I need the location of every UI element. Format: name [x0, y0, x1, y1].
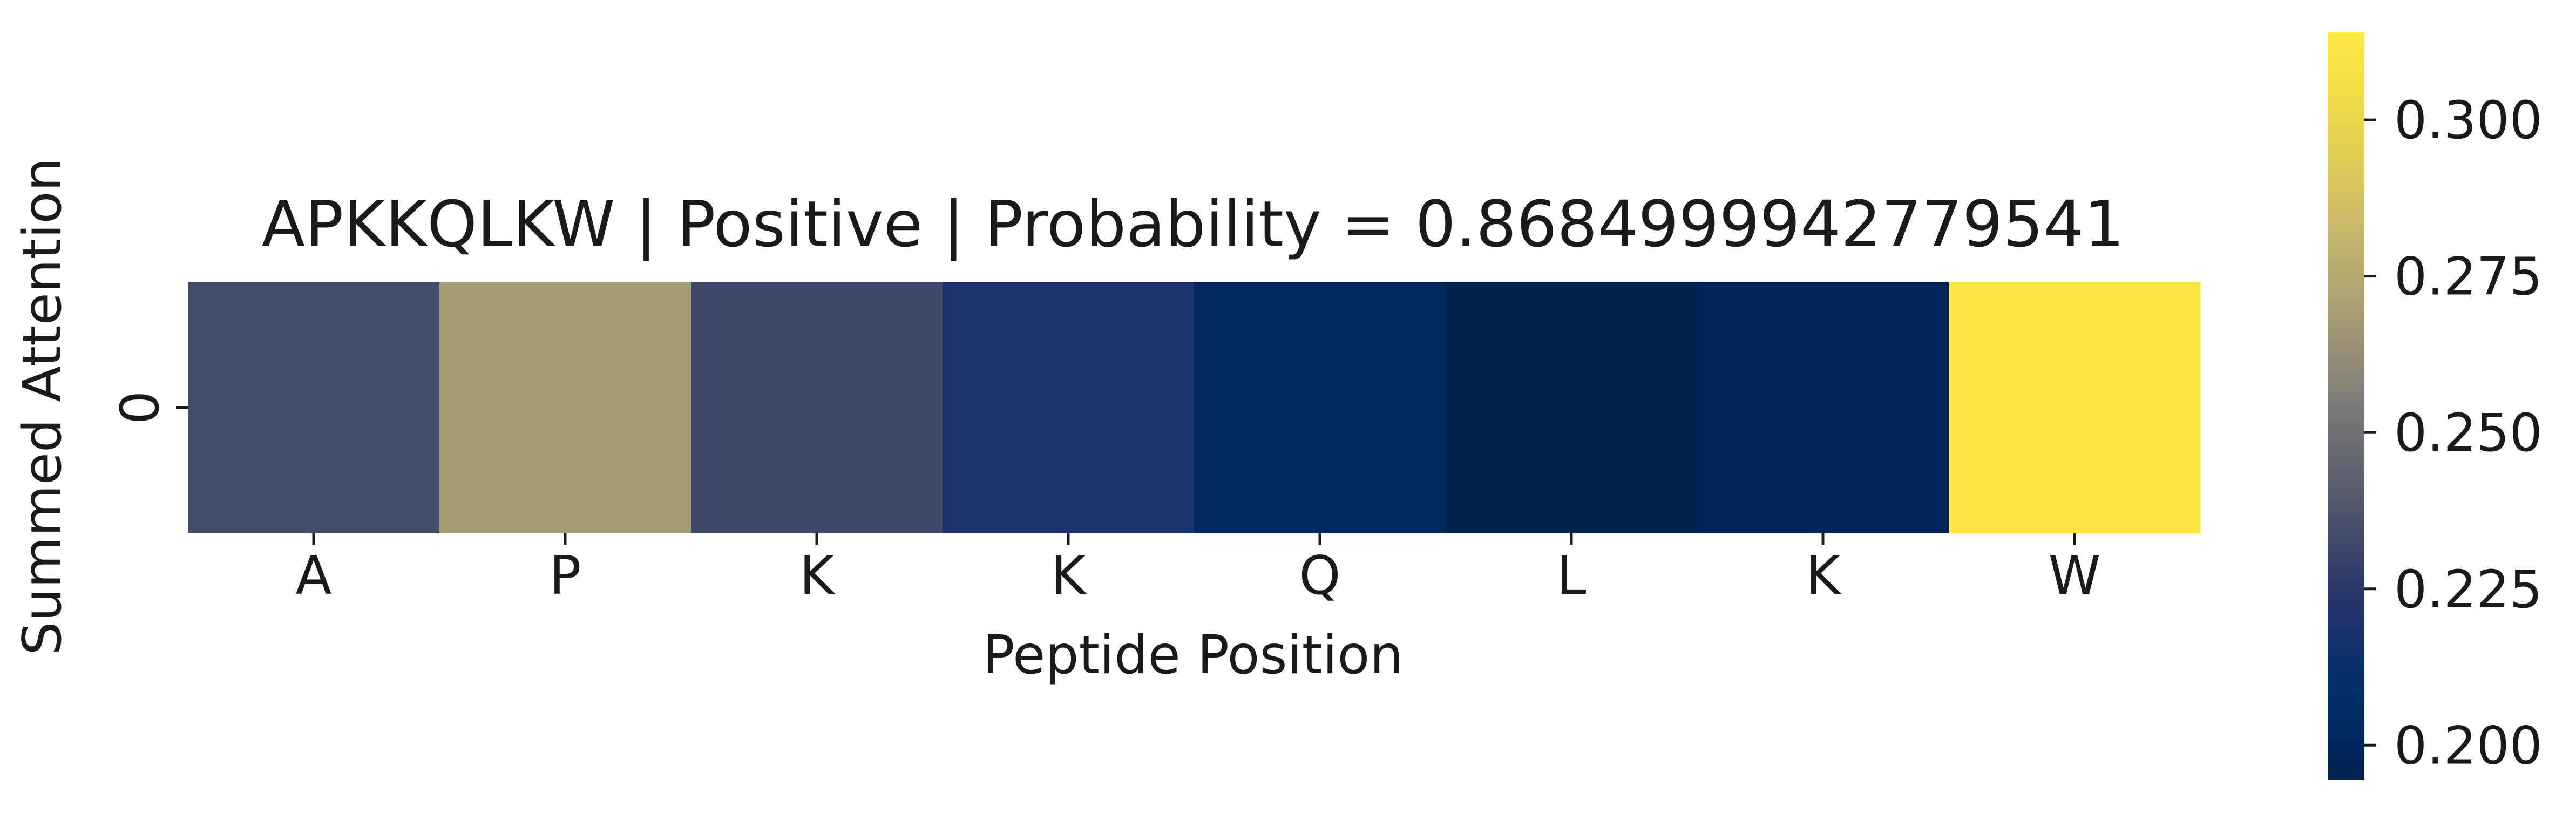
colorbar-tick-label: 0.275 [2394, 247, 2543, 307]
colorbar: 0.200 0.225 0.250 0.275 0.300 [2328, 32, 2543, 780]
x-tick-label: K [1806, 545, 1842, 607]
y-axis-ticks: 0 [110, 391, 188, 424]
x-axis-label: Peptide Position [983, 625, 1404, 686]
colorbar-tick-label: 0.300 [2394, 90, 2543, 151]
colorbar-gradient [2328, 32, 2364, 780]
heatmap-cell [691, 282, 943, 533]
heatmap-cell [943, 282, 1195, 533]
y-tick-label: 0 [110, 391, 171, 424]
x-tick-label: L [1557, 545, 1587, 607]
y-axis-label: Summed Attention [12, 158, 73, 655]
heatmap-cell [188, 282, 440, 533]
x-tick-label: K [1051, 545, 1087, 607]
heatmap-cells [188, 282, 2201, 533]
chart-title: APKKQLKW | Positive | Probability = 0.86… [262, 187, 2125, 261]
colorbar-tick-label: 0.200 [2394, 715, 2543, 776]
x-tick-label: P [549, 545, 581, 607]
x-tick-label: Q [1299, 545, 1340, 607]
x-tick-label: A [295, 545, 331, 607]
x-tick-label: K [799, 545, 836, 607]
x-tick-label: W [2049, 545, 2101, 607]
heatmap-cell [1949, 282, 2201, 533]
colorbar-tick-label: 0.225 [2394, 559, 2543, 620]
colorbar-tick-label: 0.250 [2394, 403, 2543, 463]
heatmap-cell [1194, 282, 1446, 533]
heatmap-cell [1446, 282, 1698, 533]
heatmap-cell [1697, 282, 1949, 533]
heatmap-cell [439, 282, 692, 533]
